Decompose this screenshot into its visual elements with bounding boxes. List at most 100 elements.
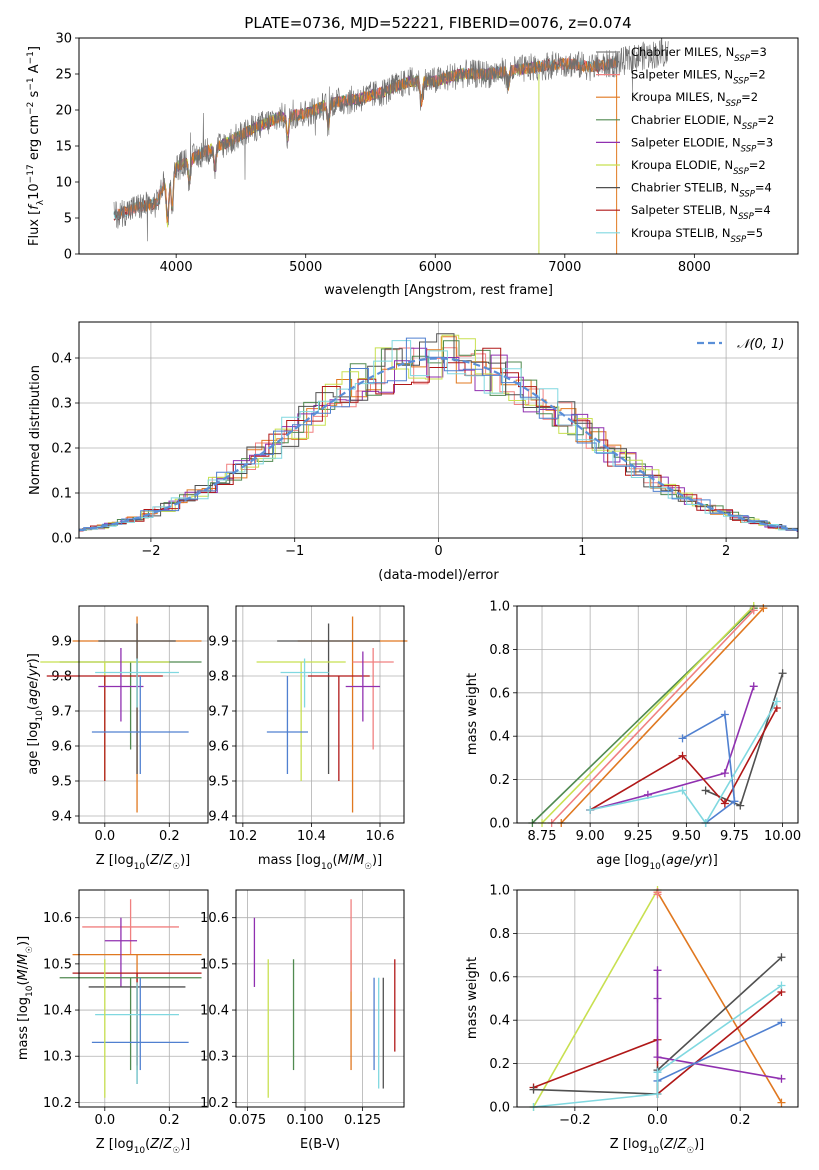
y-tick-label: 0.6 bbox=[489, 686, 510, 701]
y-tick-label: 25 bbox=[55, 68, 72, 83]
errorbar-point bbox=[95, 982, 179, 1084]
y-tick-label: 0.8 bbox=[489, 643, 510, 658]
x-tick-label: 6000 bbox=[419, 260, 452, 275]
errorbar-point bbox=[352, 648, 394, 750]
model-spectrum-line bbox=[117, 57, 618, 224]
mass_vs_Z-frame bbox=[78, 889, 209, 1108]
x-tick-label: −0.2 bbox=[559, 1113, 591, 1128]
errorbar-point bbox=[266, 676, 308, 774]
mass_vs_ebv-axes: 0.075 0.100 0.125 10.2 10.3 10.4 10.5 10.6 bbox=[200, 890, 404, 1128]
errorbar-point bbox=[297, 616, 408, 813]
errorbar-point bbox=[95, 658, 179, 708]
y-tick-label: 10.5 bbox=[43, 957, 72, 972]
y-tick-label: 0.2 bbox=[51, 442, 72, 457]
y-tick-label: 10.3 bbox=[43, 1050, 72, 1065]
y-tick-label: 0.1 bbox=[51, 487, 72, 502]
mass-vs-Z-xlabel: Z [log10(Z/Z☉)] bbox=[96, 1137, 190, 1156]
age_vs_mass-axes: 10.2 10.4 10.6 9.4 9.5 9.6 9.7 9.8 9.9 bbox=[208, 606, 404, 844]
spectrum-xlabel: wavelength [Angstrom, rest frame] bbox=[324, 283, 553, 298]
y-tick-label: 5 bbox=[64, 212, 72, 227]
x-tick-label: 10.4 bbox=[297, 829, 326, 844]
x-tick-label: 0.100 bbox=[286, 1113, 323, 1128]
residual-histogram bbox=[79, 336, 798, 531]
y-tick-label: 0.0 bbox=[51, 532, 72, 547]
mass-weight-series bbox=[551, 609, 755, 824]
y-tick-label: 9.8 bbox=[51, 670, 72, 685]
y-tick-label: 10.3 bbox=[200, 1050, 229, 1065]
x-tick-label: 0.0 bbox=[647, 1113, 668, 1128]
y-tick-label: 0.6 bbox=[489, 970, 510, 985]
mass-weight-point bbox=[720, 769, 729, 778]
mass-weight-point bbox=[529, 1085, 538, 1094]
weight_vs_Z-frame bbox=[516, 889, 799, 1108]
y-tick-label: 10.6 bbox=[200, 911, 229, 926]
errorbar-point bbox=[91, 676, 189, 774]
y-tick-label: 10.4 bbox=[200, 1004, 229, 1019]
legend-entry: Kroupa STELIB, NSSP=5 bbox=[631, 226, 763, 245]
mass-weight-series bbox=[589, 707, 778, 811]
x-tick-label: 0.2 bbox=[159, 1113, 180, 1128]
mass-weight-series bbox=[589, 686, 755, 811]
residual-histogram bbox=[79, 340, 798, 531]
normal-reference-curve bbox=[78, 357, 799, 532]
residuals-axes: −2 −1 0 1 2 0.0 0.1 0.2 0.3 0.4 bbox=[51, 322, 798, 559]
residuals-ylabel: Normed distribution bbox=[28, 365, 43, 495]
mass-weight-point bbox=[653, 1089, 662, 1098]
age-vs-mass-xlabel: mass [log10(M/M☉)] bbox=[258, 853, 382, 872]
mass-weight-point bbox=[730, 797, 739, 806]
x-tick-label: 8.75 bbox=[528, 829, 557, 844]
x-tick-label: 9.50 bbox=[672, 829, 701, 844]
y-tick-label: 0.4 bbox=[489, 730, 510, 745]
y-tick-label: 9.4 bbox=[51, 810, 72, 825]
y-tick-label: 9.6 bbox=[208, 740, 229, 755]
x-tick-label: 0.2 bbox=[730, 1113, 751, 1128]
y-tick-label: 0.0 bbox=[489, 1101, 510, 1116]
errorbar-point bbox=[345, 651, 380, 722]
mass_vs_ebv-frame bbox=[235, 889, 405, 1108]
mass-weight-series bbox=[532, 889, 659, 1108]
mass-weight-point bbox=[777, 981, 786, 990]
y-tick-label: 0.4 bbox=[489, 1014, 510, 1029]
y-tick-label: 9.5 bbox=[51, 775, 72, 790]
legend-entry: Salpeter ELODIE, NSSP=3 bbox=[631, 135, 773, 154]
x-tick-label: 9.00 bbox=[576, 829, 605, 844]
legend-entry: Chabrier ELODIE, NSSP=2 bbox=[631, 113, 774, 132]
weight-vs-Z-xlabel: Z [log10(Z/Z☉)] bbox=[610, 1137, 704, 1156]
y-tick-label: 9.4 bbox=[208, 810, 229, 825]
figure-title: PLATE=0736, MJD=52221, FIBERID=0076, z=0… bbox=[244, 14, 631, 32]
y-tick-label: 9.8 bbox=[208, 670, 229, 685]
mass-weight-point bbox=[736, 801, 745, 810]
x-tick-label: 4000 bbox=[160, 260, 193, 275]
x-tick-label: 9.25 bbox=[624, 829, 653, 844]
x-tick-label: 0.0 bbox=[94, 1113, 115, 1128]
y-tick-label: 10 bbox=[55, 176, 72, 191]
age_vs_Z-frame bbox=[78, 605, 209, 824]
mass-weight-series bbox=[656, 891, 783, 1104]
y-tick-label: 9.9 bbox=[51, 635, 72, 650]
errorbar-point bbox=[82, 899, 179, 955]
y-tick-label: 30 bbox=[55, 32, 72, 47]
weight_vs_age-frame bbox=[516, 605, 799, 824]
x-tick-label: 9.75 bbox=[720, 829, 749, 844]
y-tick-label: 10.2 bbox=[43, 1096, 72, 1111]
errorbar-point bbox=[98, 648, 144, 722]
mass-weight-point bbox=[653, 994, 662, 1003]
errorbar-point bbox=[46, 675, 163, 781]
y-tick-label: 9.9 bbox=[208, 635, 229, 650]
y-tick-label: 10.4 bbox=[43, 1004, 72, 1019]
age_vs_Z-axes: 0.0 0.2 9.4 9.5 9.6 9.7 9.8 9.9 bbox=[51, 606, 208, 844]
legend-entry: Salpeter MILES, NSSP=2 bbox=[631, 68, 766, 87]
age-vs-Z-ylabel: age [log10(age/yr)] bbox=[26, 653, 45, 775]
weight-vs-age-ylabel: mass weight bbox=[465, 673, 480, 755]
residuals-xlabel: (data-model)/error bbox=[378, 568, 499, 583]
x-tick-label: 0.125 bbox=[344, 1113, 381, 1128]
mass-weight-series bbox=[541, 605, 755, 824]
y-tick-label: 10.6 bbox=[43, 911, 72, 926]
mass-weight-series bbox=[589, 701, 778, 825]
mass-weight-point bbox=[653, 1068, 662, 1077]
spectrum-ylabel: Flux [fλ10−17 erg cm−2 s−1 A−1] bbox=[26, 46, 46, 246]
x-tick-label: 0.0 bbox=[94, 829, 115, 844]
mass-weight-point bbox=[772, 697, 781, 706]
mass-weight-point bbox=[678, 751, 687, 760]
model-spectrum-line bbox=[117, 56, 618, 221]
